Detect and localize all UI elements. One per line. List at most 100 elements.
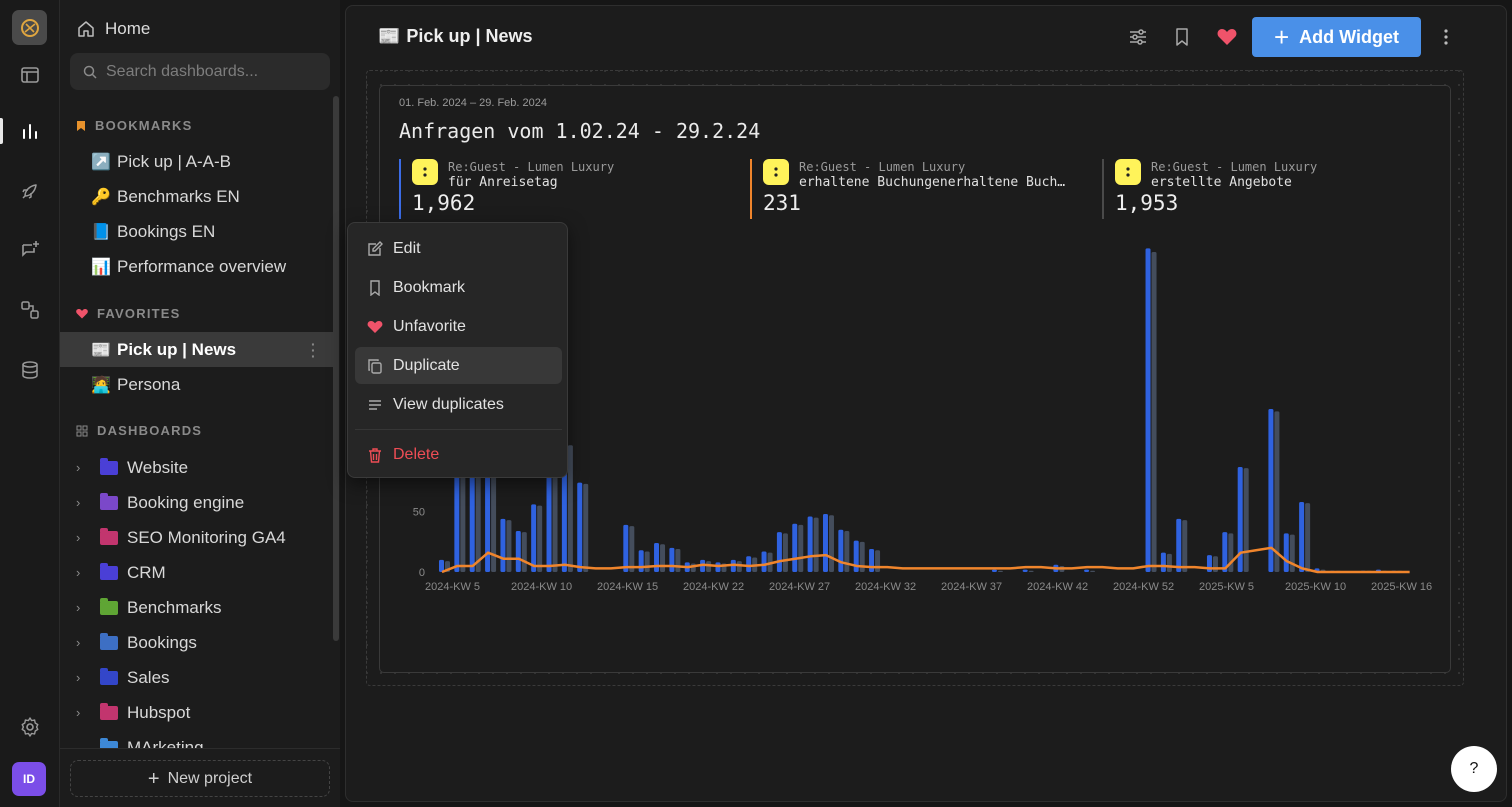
bar xyxy=(997,570,1003,572)
chevron-right-icon[interactable]: › xyxy=(76,705,81,720)
more-vertical-icon[interactable] xyxy=(1433,24,1459,50)
bar xyxy=(1283,533,1289,572)
menu-item-label: Bookmark xyxy=(393,278,466,296)
chevron-right-icon[interactable]: › xyxy=(76,495,81,510)
user-avatar[interactable]: ID xyxy=(12,762,46,796)
menu-item-bookmark[interactable]: Bookmark xyxy=(355,269,562,306)
title-emoji: 📰 xyxy=(378,26,401,46)
integrations-icon[interactable] xyxy=(17,297,43,323)
context-menu: Edit Bookmark Unfavorite Duplicate View … xyxy=(347,222,568,478)
kpi-value: 1,962 xyxy=(412,191,476,215)
bar xyxy=(669,547,675,572)
folder-label: Bookings xyxy=(127,632,197,652)
smiley-icon xyxy=(412,159,438,185)
help-button[interactable]: ? xyxy=(1451,746,1497,792)
search-input[interactable] xyxy=(106,62,306,81)
filter-settings-icon[interactable] xyxy=(1125,24,1151,50)
chevron-right-icon[interactable]: ⌄ xyxy=(76,739,87,749)
bar xyxy=(638,550,644,572)
x-tick-label: 2025-KW 10 xyxy=(1285,581,1346,593)
sidebar-folder[interactable]: › Booking engine xyxy=(60,485,333,520)
chevron-right-icon[interactable]: › xyxy=(76,530,81,545)
kpi-card: Re:Guest - Lumen Luxury für Anreisetag 1,9… xyxy=(399,159,614,219)
home-icon xyxy=(78,21,94,37)
bar xyxy=(567,445,573,572)
menu-item-view-duplicates[interactable]: View duplicates xyxy=(355,386,562,423)
sidebar-folder[interactable]: › Hubspot xyxy=(60,695,333,730)
page-title: 📰 Pick up | News xyxy=(378,26,533,47)
chat-add-icon[interactable] xyxy=(17,237,43,263)
plus-icon: + xyxy=(147,767,160,790)
bar xyxy=(844,530,850,572)
sidebar-item-bookmark[interactable]: 📘 Bookings EN xyxy=(60,214,333,249)
menu-item-edit[interactable]: Edit xyxy=(355,230,562,267)
search-box[interactable] xyxy=(70,53,330,90)
bar xyxy=(792,523,798,572)
sidebar-item-label: Pick up | A-A-B xyxy=(117,151,232,171)
folder-icon xyxy=(100,702,118,720)
more-options-icon[interactable]: · · · xyxy=(311,336,316,364)
bar xyxy=(491,475,497,572)
sidebar-folder[interactable]: › CRM xyxy=(60,555,333,590)
new-project-button[interactable]: + New project xyxy=(70,760,330,797)
chevron-right-icon[interactable]: › xyxy=(76,565,81,580)
menu-item-delete[interactable]: Delete xyxy=(355,436,562,473)
home-link[interactable]: Home xyxy=(77,17,150,41)
bar xyxy=(1084,569,1090,572)
menu-item-unfavorite[interactable]: Unfavorite xyxy=(355,308,562,345)
sidebar-scrollbar[interactable] xyxy=(333,96,339,641)
sidebar-folder[interactable]: › Bookings xyxy=(60,625,333,660)
dashboard-emoji: 🔑 xyxy=(91,188,111,206)
layout-icon[interactable] xyxy=(17,62,43,88)
sidebar-item-favorite[interactable]: 🧑‍💻 Persona xyxy=(60,367,333,402)
bar xyxy=(991,569,997,572)
menu-item-duplicate[interactable]: Duplicate xyxy=(355,347,562,384)
bar xyxy=(583,483,589,572)
sidebar-item-bookmark[interactable]: ↗️ Pick up | A-A-B xyxy=(60,144,333,179)
kpi-label: für Anreisetag xyxy=(448,175,558,190)
sidebar-folder[interactable]: › Benchmarks xyxy=(60,590,333,625)
chevron-right-icon[interactable]: › xyxy=(76,670,81,685)
bar xyxy=(1145,248,1151,573)
rocket-icon[interactable] xyxy=(17,178,43,204)
sidebar-folder[interactable]: ⌄ MArketing xyxy=(60,730,333,748)
heart-icon xyxy=(367,320,383,333)
settings-icon[interactable] xyxy=(17,714,43,740)
bar xyxy=(623,524,629,572)
chevron-right-icon[interactable]: › xyxy=(76,635,81,650)
database-icon[interactable] xyxy=(17,357,43,383)
bar xyxy=(675,549,681,572)
bar xyxy=(1182,520,1188,572)
list-icon xyxy=(369,399,381,410)
bar xyxy=(537,505,543,572)
folder-icon xyxy=(100,527,118,545)
dashboards-icon[interactable] xyxy=(17,118,43,144)
sidebar-folder[interactable]: › Website xyxy=(60,450,333,485)
kpi-label: erstellte Angebote xyxy=(1151,175,1292,190)
bar xyxy=(746,556,752,572)
folder-icon xyxy=(100,632,118,650)
bar xyxy=(577,482,583,572)
bar xyxy=(1176,518,1182,572)
favorite-heart-icon[interactable] xyxy=(1214,24,1240,50)
sidebar-folder[interactable]: › Sales xyxy=(60,660,333,695)
bar xyxy=(660,544,666,572)
dashboard-emoji: 📊 xyxy=(91,258,111,276)
kpi-source: Re:Guest - Lumen Luxury xyxy=(799,160,966,174)
x-tick-label: 2024-KW 52 xyxy=(1113,581,1174,593)
bookmark-icon xyxy=(77,120,85,131)
add-widget-button[interactable]: + Add Widget xyxy=(1252,17,1421,57)
bookmark-icon[interactable] xyxy=(1169,24,1195,50)
kpi-source: Re:Guest - Lumen Luxury xyxy=(448,160,615,174)
sidebar-item-favorite-active[interactable]: 📰 Pick up | News · · · xyxy=(60,332,333,367)
add-widget-label: Add Widget xyxy=(1299,26,1399,47)
bar xyxy=(485,472,491,572)
sidebar-item-bookmark[interactable]: 🔑 Benchmarks EN xyxy=(60,179,333,214)
bar xyxy=(644,551,650,572)
sidebar-item-bookmark[interactable]: 📊 Performance overview xyxy=(60,249,333,284)
chevron-right-icon[interactable]: › xyxy=(76,600,81,615)
sidebar-folder[interactable]: › SEO Monitoring GA4 xyxy=(60,520,333,555)
chevron-right-icon[interactable]: › xyxy=(76,460,81,475)
kpi-card: Re:Guest - Lumen Luxury erhaltene Buchung… xyxy=(750,159,1071,219)
workspace-logo[interactable] xyxy=(12,10,47,45)
